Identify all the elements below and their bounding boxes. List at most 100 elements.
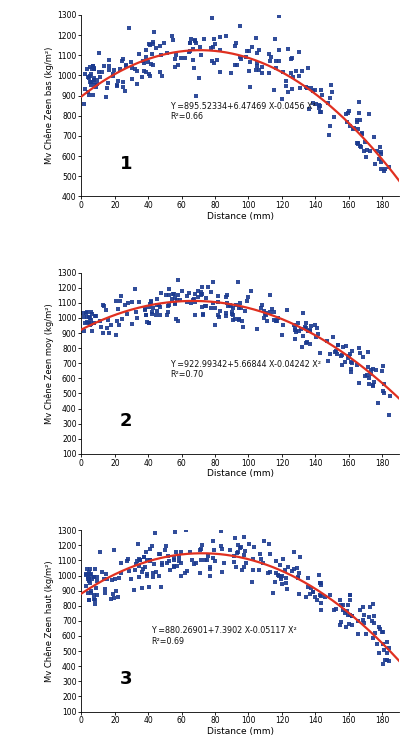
Point: [136, 571, 142, 583]
Point: [278, 93, 285, 105]
Point: [163, 540, 169, 552]
Point: [237, 542, 243, 554]
Point: [185, 46, 192, 58]
Point: [369, 615, 376, 627]
Point: [88, 79, 94, 91]
Point: [324, 335, 331, 347]
Point: [292, 322, 299, 334]
Point: [278, 571, 284, 583]
Text: 1: 1: [120, 155, 132, 173]
Point: [386, 160, 392, 172]
Point: [346, 120, 353, 132]
Point: [143, 546, 149, 558]
Point: [236, 314, 242, 326]
Point: [258, 553, 264, 565]
Point: [82, 568, 89, 580]
Point: [156, 548, 163, 560]
Point: [284, 583, 291, 595]
Point: [100, 327, 106, 339]
Point: [157, 309, 163, 321]
Point: [334, 348, 340, 360]
Point: [97, 315, 103, 327]
Point: [344, 605, 350, 617]
Point: [376, 647, 383, 659]
Point: [305, 62, 311, 74]
Point: [212, 302, 218, 314]
Point: [249, 563, 256, 575]
Point: [104, 573, 111, 585]
Point: [383, 635, 390, 647]
Point: [161, 544, 168, 556]
Point: [110, 68, 117, 80]
Text: 3: 3: [120, 670, 132, 688]
Point: [237, 51, 243, 63]
Point: [177, 570, 184, 582]
Point: [119, 76, 126, 88]
Point: [133, 556, 140, 568]
Point: [112, 573, 118, 585]
Point: [237, 302, 244, 314]
Point: [111, 592, 118, 604]
Point: [364, 369, 370, 380]
Point: [295, 567, 302, 579]
Point: [339, 342, 346, 354]
Point: [140, 55, 147, 67]
Text: 2: 2: [120, 413, 132, 431]
Point: [370, 617, 377, 629]
Point: [359, 127, 365, 139]
Point: [93, 581, 99, 593]
Point: [370, 363, 377, 374]
Point: [317, 578, 324, 590]
Point: [192, 288, 198, 300]
Point: [114, 79, 120, 91]
Point: [355, 96, 362, 108]
Point: [332, 347, 339, 359]
Point: [203, 292, 210, 304]
Point: [149, 303, 156, 315]
Point: [211, 58, 217, 70]
Point: [125, 554, 132, 565]
Point: [272, 567, 279, 579]
Point: [293, 327, 300, 339]
Point: [296, 46, 302, 58]
Point: [172, 292, 178, 304]
Point: [347, 589, 354, 601]
Point: [85, 565, 92, 577]
Point: [145, 581, 152, 593]
Point: [89, 325, 96, 337]
Point: [163, 288, 169, 300]
Point: [81, 97, 88, 109]
Point: [214, 290, 221, 302]
Point: [190, 294, 197, 306]
Point: [275, 568, 281, 580]
Point: [268, 52, 274, 64]
Point: [129, 296, 135, 308]
Point: [87, 61, 93, 73]
Point: [150, 558, 157, 570]
Point: [158, 287, 164, 299]
Point: [89, 60, 96, 72]
Point: [327, 589, 333, 601]
Point: [184, 291, 190, 303]
Point: [101, 583, 108, 595]
Point: [257, 548, 264, 560]
Point: [177, 557, 184, 569]
Point: [279, 570, 285, 582]
Point: [166, 555, 173, 567]
Point: [207, 563, 213, 575]
Point: [271, 84, 278, 96]
Point: [374, 638, 380, 650]
Point: [101, 573, 107, 585]
Point: [117, 295, 123, 307]
Point: [86, 574, 92, 586]
Point: [94, 571, 100, 583]
Point: [84, 573, 91, 585]
Point: [120, 81, 127, 93]
Point: [229, 306, 236, 318]
Point: [267, 55, 273, 67]
Point: [217, 525, 224, 537]
Point: [362, 136, 369, 148]
Point: [85, 88, 92, 100]
Point: [273, 55, 280, 67]
Point: [81, 325, 87, 337]
